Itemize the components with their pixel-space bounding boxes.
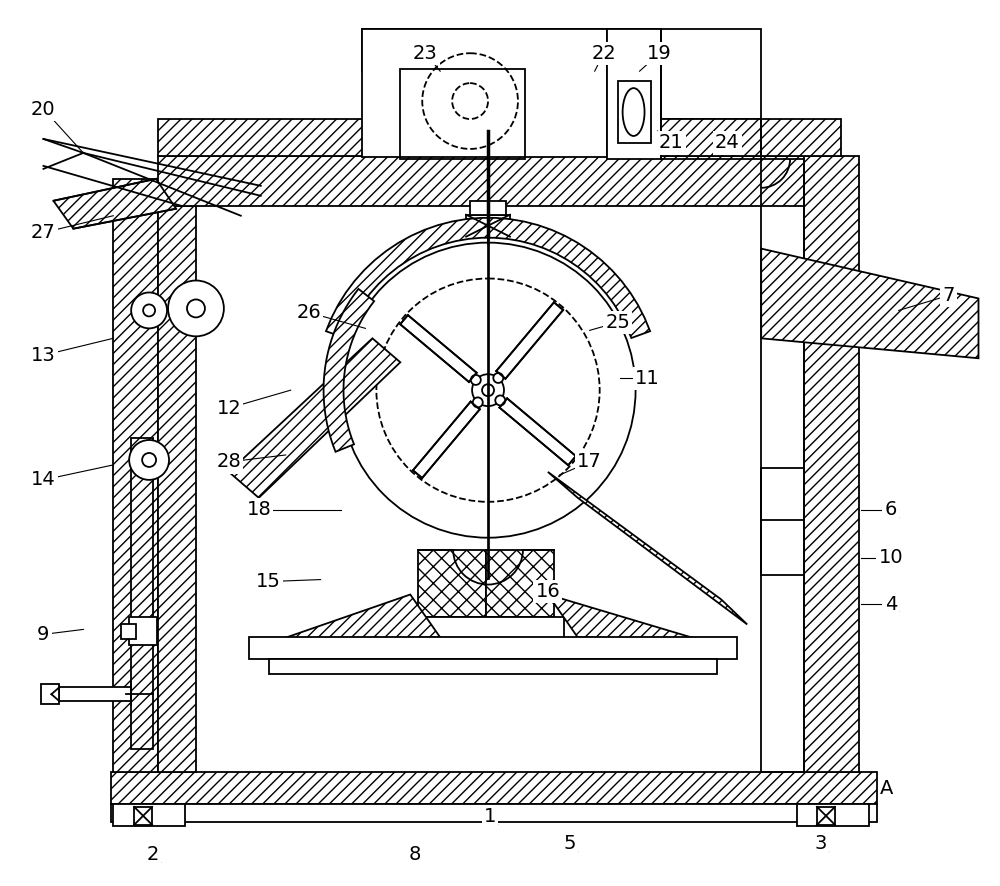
Text: 17: 17	[577, 453, 602, 471]
Text: 7: 7	[942, 286, 955, 305]
Bar	[817, 807, 835, 825]
Polygon shape	[131, 438, 153, 749]
Text: 3: 3	[815, 835, 827, 853]
Text: 11: 11	[635, 369, 660, 388]
Polygon shape	[326, 218, 650, 338]
Polygon shape	[259, 595, 440, 640]
Bar	[408, 618, 564, 640]
Bar	[761, 468, 804, 549]
Polygon shape	[362, 29, 607, 71]
Bar	[111, 804, 877, 822]
Text: 26: 26	[296, 303, 321, 322]
Circle shape	[143, 305, 155, 316]
Bar	[400, 69, 525, 159]
Bar	[661, 29, 761, 159]
Polygon shape	[53, 179, 176, 229]
Bar	[121, 625, 136, 640]
Circle shape	[168, 281, 224, 337]
Text: 21: 21	[659, 134, 684, 152]
Circle shape	[495, 395, 505, 406]
Circle shape	[187, 299, 205, 317]
Bar	[129, 618, 157, 645]
Circle shape	[493, 373, 503, 383]
Polygon shape	[548, 472, 747, 625]
Polygon shape	[324, 289, 374, 452]
Bar	[607, 29, 661, 159]
Circle shape	[472, 374, 504, 406]
Polygon shape	[418, 549, 486, 618]
Polygon shape	[111, 772, 877, 804]
Bar	[797, 804, 869, 826]
Bar	[113, 804, 185, 826]
Text: 19: 19	[647, 43, 672, 63]
Polygon shape	[548, 595, 709, 640]
Circle shape	[341, 243, 636, 538]
Text: 13: 13	[31, 346, 56, 365]
Polygon shape	[413, 401, 480, 478]
Polygon shape	[499, 399, 576, 465]
Bar	[440, 640, 500, 657]
Circle shape	[131, 292, 167, 329]
Circle shape	[482, 385, 494, 396]
Text: A: A	[880, 780, 893, 798]
Circle shape	[471, 375, 481, 385]
Text: 10: 10	[878, 548, 903, 567]
Text: 15: 15	[256, 572, 281, 591]
Text: 20: 20	[31, 99, 56, 119]
Circle shape	[422, 53, 518, 149]
Text: 28: 28	[216, 453, 241, 471]
Text: 14: 14	[31, 470, 56, 489]
Polygon shape	[607, 29, 661, 71]
Text: 24: 24	[715, 134, 740, 152]
Bar	[59, 688, 131, 701]
Polygon shape	[804, 156, 859, 772]
Text: 16: 16	[535, 582, 560, 601]
Text: 23: 23	[413, 43, 438, 63]
Text: 27: 27	[31, 223, 56, 242]
Bar	[466, 214, 510, 237]
Polygon shape	[761, 249, 978, 358]
Circle shape	[142, 453, 156, 467]
Text: 1: 1	[484, 807, 496, 827]
Text: 25: 25	[605, 313, 630, 332]
Bar	[761, 159, 804, 772]
Text: 6: 6	[885, 501, 897, 519]
Bar	[761, 520, 804, 575]
Polygon shape	[400, 315, 477, 382]
Bar	[362, 29, 607, 157]
Bar	[470, 201, 506, 214]
Ellipse shape	[623, 88, 645, 136]
Text: 2: 2	[147, 845, 159, 864]
Polygon shape	[158, 119, 841, 156]
Polygon shape	[496, 302, 563, 378]
Polygon shape	[486, 549, 554, 618]
Text: 5: 5	[564, 835, 576, 853]
Bar	[41, 684, 59, 704]
Circle shape	[452, 83, 488, 119]
Polygon shape	[113, 179, 158, 772]
Circle shape	[129, 440, 169, 480]
Polygon shape	[158, 206, 196, 772]
Text: 22: 22	[591, 43, 616, 63]
Bar	[618, 82, 651, 143]
Bar	[249, 637, 737, 659]
Circle shape	[473, 398, 483, 408]
Text: 12: 12	[216, 399, 241, 417]
Bar	[269, 659, 717, 674]
Text: 4: 4	[885, 595, 897, 614]
Polygon shape	[229, 338, 400, 498]
Bar	[134, 807, 152, 825]
Polygon shape	[661, 119, 761, 156]
Text: 8: 8	[409, 845, 421, 864]
Text: 18: 18	[246, 501, 271, 519]
Text: 9: 9	[37, 625, 50, 644]
Polygon shape	[158, 156, 841, 206]
